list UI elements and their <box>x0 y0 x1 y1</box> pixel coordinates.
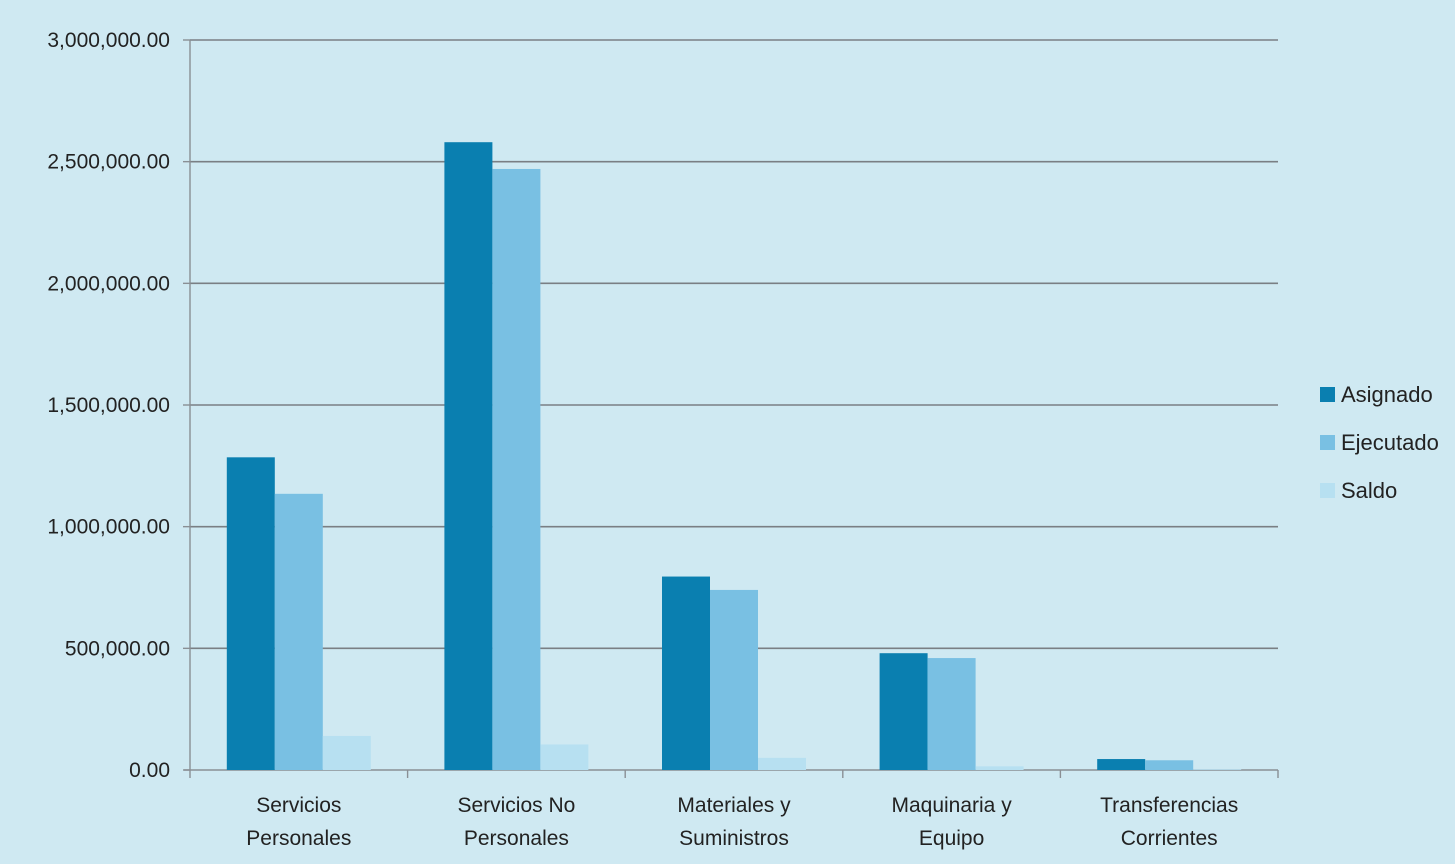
y-tick-label: 3,000,000.00 <box>47 29 170 52</box>
bar-ejecutado-1 <box>492 168 541 770</box>
x-axis-category-labels: Servicios Personales Servicios No Personale… <box>246 794 1238 850</box>
y-tick-label: 500,000.00 <box>65 637 170 660</box>
legend-label-saldo: Saldo <box>1341 478 1397 503</box>
x-category-label: Servicios Personales <box>246 794 351 850</box>
legend-swatch-saldo <box>1320 483 1335 498</box>
x-category-label: Materiales y Suministros <box>677 794 791 850</box>
x-category-label: Servicios No Personales <box>457 794 575 850</box>
x-category-label-line: Personales <box>246 827 351 850</box>
bar-saldo-1 <box>540 744 589 770</box>
y-tick-label: 2,500,000.00 <box>47 151 170 174</box>
bar-saldo-4 <box>1193 769 1242 770</box>
y-tick-label: 1,000,000.00 <box>47 516 170 539</box>
bars <box>226 142 1242 770</box>
bar-saldo-0 <box>322 735 371 770</box>
bar-asignado-4 <box>1097 759 1146 770</box>
x-category-label: Maquinaria y Equipo <box>891 794 1012 850</box>
x-category-label-line: Servicios No <box>457 794 575 817</box>
bar-ejecutado-2 <box>710 589 758 770</box>
x-category-label-line: Materiales y <box>677 794 791 817</box>
bar-ejecutado-0 <box>274 493 323 770</box>
bar-ejecutado-4 <box>1145 760 1194 770</box>
legend: Asignado Ejecutado Saldo <box>1320 382 1439 503</box>
legend-label-ejecutado: Ejecutado <box>1341 430 1439 455</box>
x-category-label: Transferencias Corrientes <box>1100 794 1238 850</box>
bar-asignado-0 <box>226 457 275 770</box>
x-category-label-line: Maquinaria y <box>891 794 1012 817</box>
bar-asignado-2 <box>662 576 710 770</box>
legend-swatch-asignado <box>1320 387 1335 402</box>
x-category-label-line: Transferencias <box>1100 794 1238 817</box>
y-axis-tick-labels: 0.00 500,000.00 1,000,000.00 1,500,000.00 2,… <box>47 29 170 782</box>
bar-asignado-3 <box>879 653 928 770</box>
bar-saldo-2 <box>758 757 806 770</box>
y-tick-label: 0.00 <box>129 759 170 782</box>
x-category-label-line: Suministros <box>679 827 789 850</box>
y-tick-label: 1,500,000.00 <box>47 394 170 417</box>
gridlines <box>190 39 1278 650</box>
bar-saldo-3 <box>975 766 1024 770</box>
x-category-label-line: Personales <box>464 827 569 850</box>
x-category-label-line: Servicios <box>256 794 341 817</box>
legend-label-asignado: Asignado <box>1341 382 1433 407</box>
x-category-label-line: Corrientes <box>1121 827 1218 850</box>
legend-swatch-ejecutado <box>1320 435 1335 450</box>
bar-asignado-1 <box>444 142 493 770</box>
y-tick-label: 2,000,000.00 <box>47 272 170 295</box>
bar-ejecutado-3 <box>927 658 976 770</box>
x-category-label-line: Equipo <box>919 827 984 850</box>
